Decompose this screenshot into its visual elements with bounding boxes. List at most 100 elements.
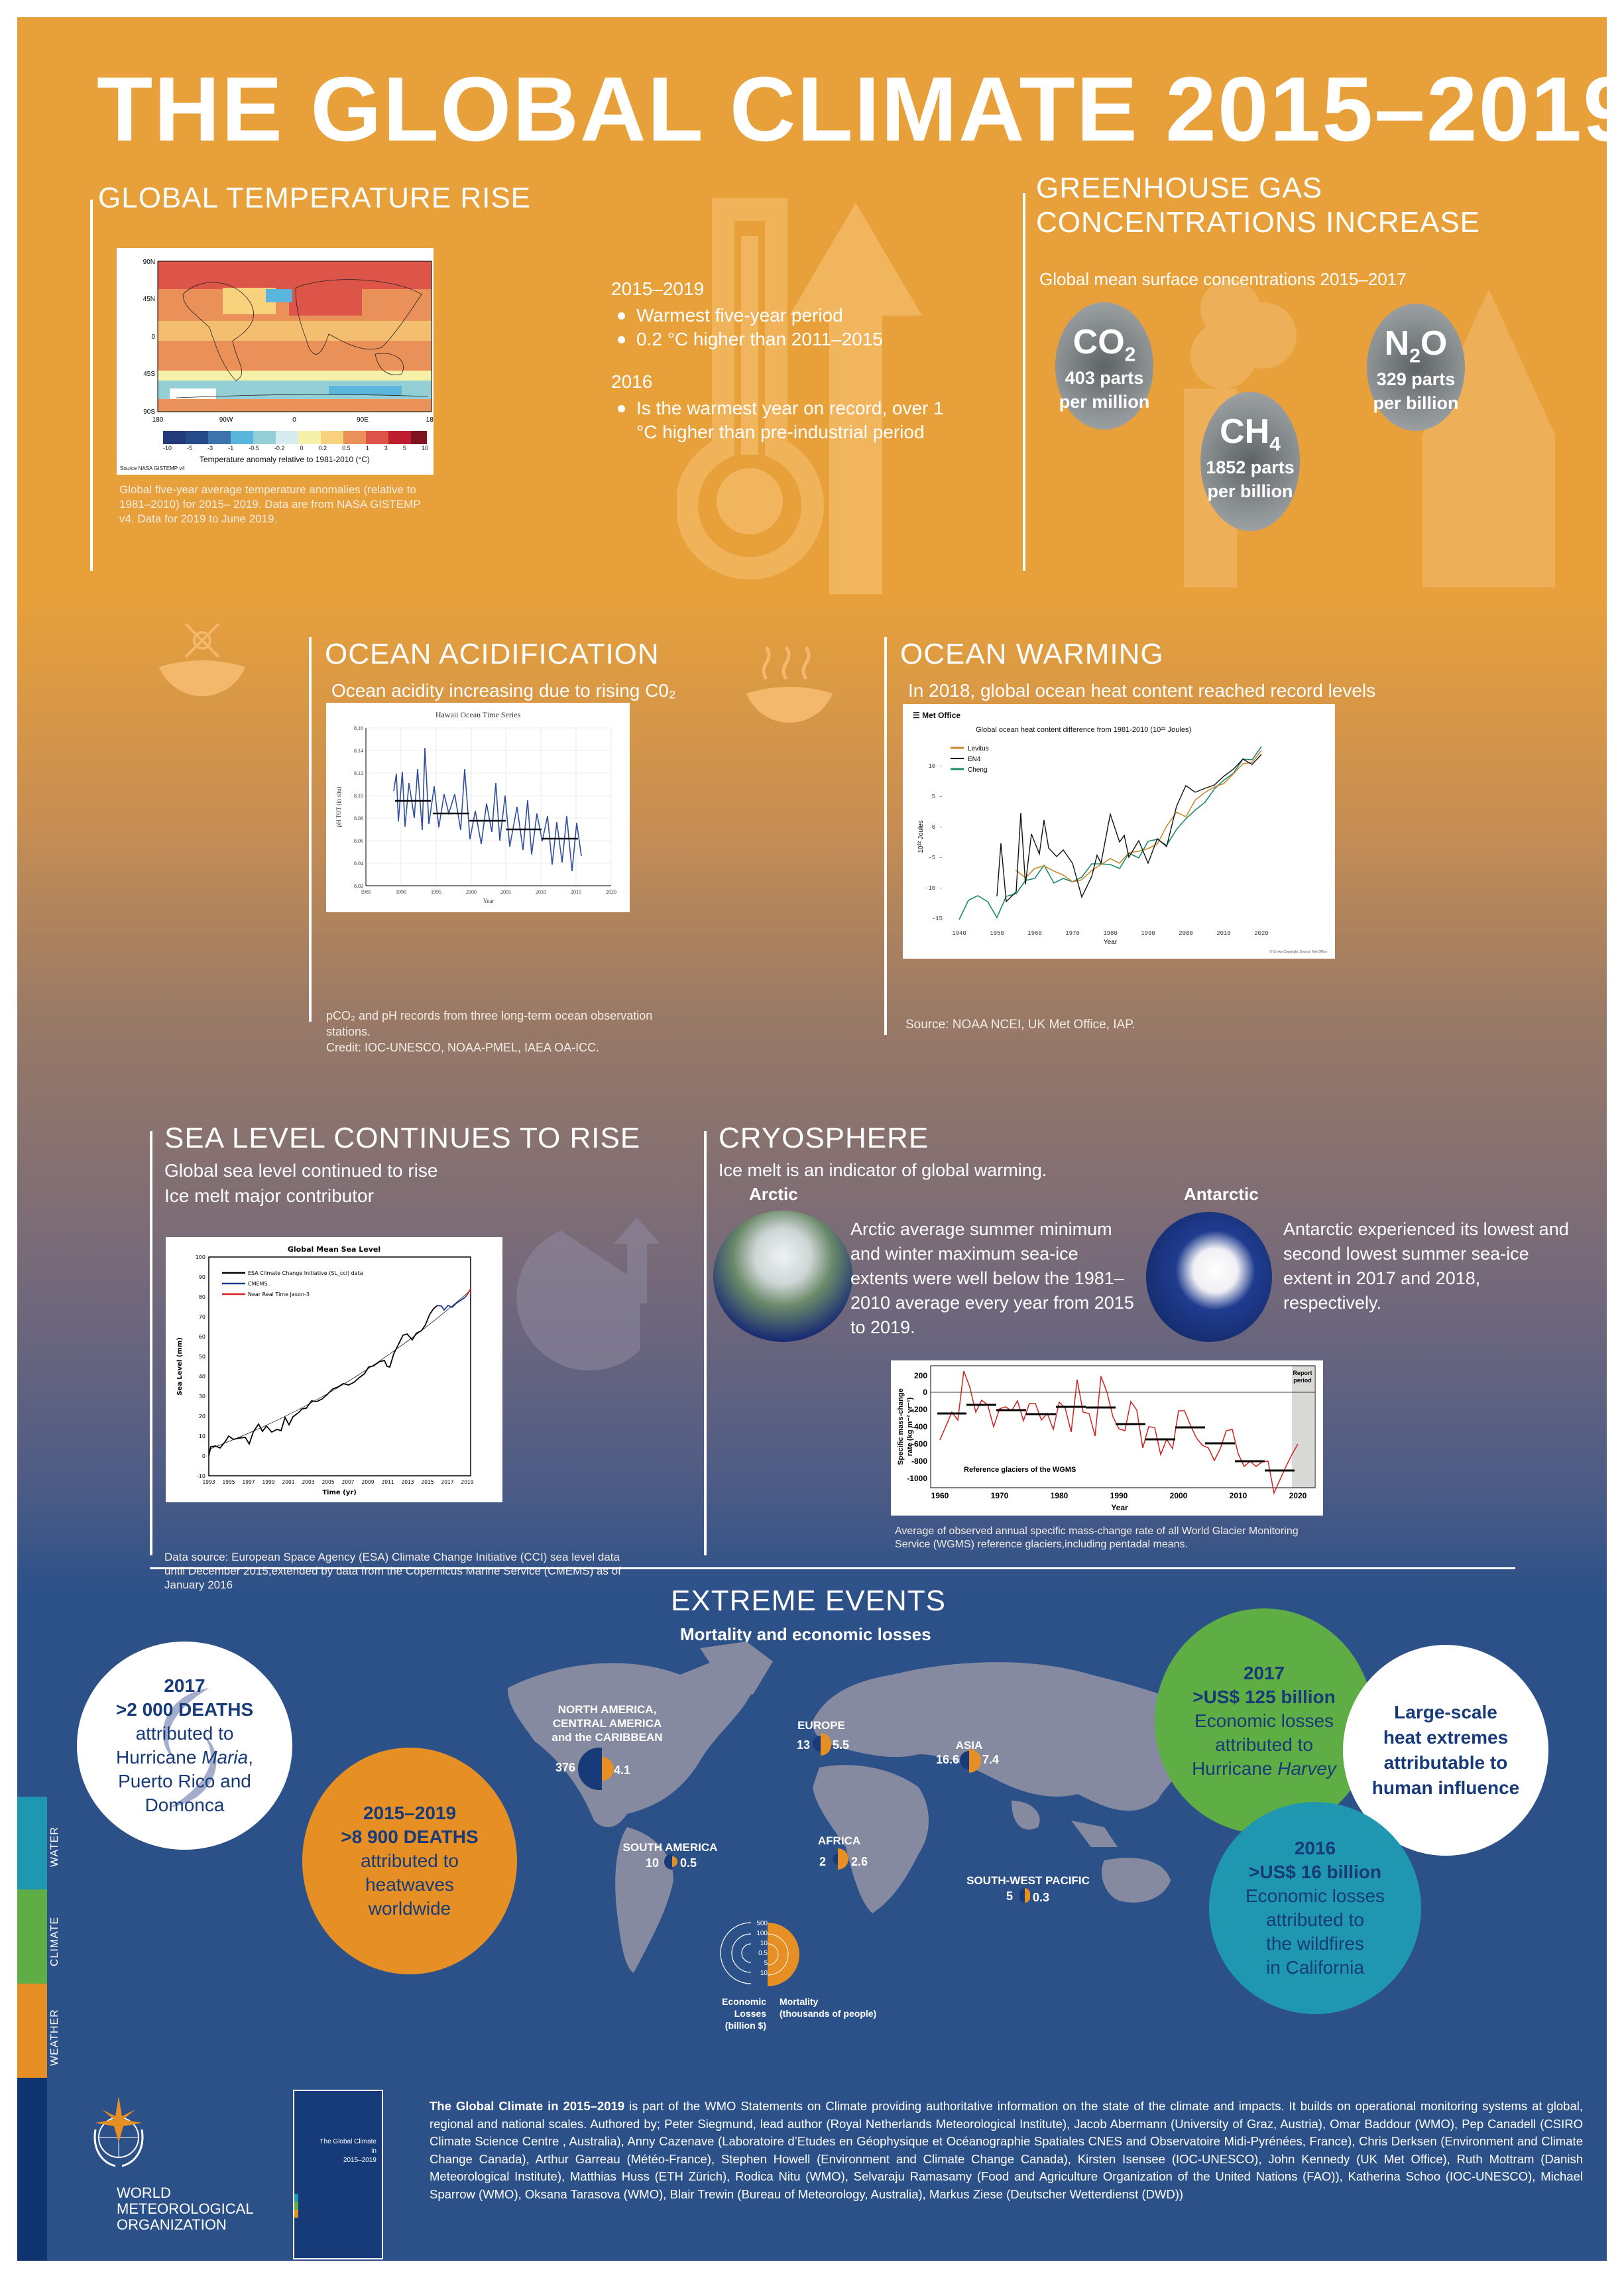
losses-half-circle <box>664 1854 672 1870</box>
svg-text:8.06: 8.06 <box>354 838 363 844</box>
svg-text:1997: 1997 <box>242 1479 255 1485</box>
color-scale-bar <box>163 431 427 444</box>
svg-text:1990: 1990 <box>1110 1491 1128 1500</box>
legend-rings <box>720 1922 799 1986</box>
svg-text:Time (yr): Time (yr) <box>322 1489 357 1496</box>
svg-text:1990: 1990 <box>1141 930 1155 937</box>
svg-text:Year: Year <box>483 898 494 904</box>
temperature-facts: 2015–2019 Warmest five-year period 0.2 °… <box>611 278 969 444</box>
sidebar-tab-weather <box>17 1984 47 2078</box>
thermometer-arrow-icon <box>677 198 922 594</box>
sidebar-label-climate: CLIMATE <box>49 1916 60 1966</box>
svg-text:90E: 90E <box>357 416 369 424</box>
svg-text:1940: 1940 <box>952 930 966 937</box>
maria-deaths-bubble: 2017 >2 000 DEATHS attributed to Hurrica… <box>77 1642 292 1850</box>
antarctic-label: Antarctic <box>1184 1184 1259 1204</box>
svg-text:-800: -800 <box>911 1457 927 1466</box>
glacier-caption: Average of observed annual specific mass… <box>895 1526 1299 1550</box>
human-influence-bubble: Large-scale heat extremes attributable t… <box>1343 1645 1548 1856</box>
wmo-name: WORLD METEOROLOGICAL ORGANIZATION <box>117 2185 254 2233</box>
losses-half-circle <box>813 1736 821 1752</box>
svg-text:2017: 2017 <box>441 1479 453 1485</box>
mortality-value: 4.1 <box>614 1764 631 1777</box>
svg-text:-5 -: -5 - <box>928 855 943 861</box>
acidification-heading: OCEAN ACIDIFICATION <box>325 638 660 670</box>
svg-text:2009: 2009 <box>361 1479 374 1485</box>
svg-text:2010: 2010 <box>1216 930 1231 937</box>
svg-text:Report: Report <box>1293 1370 1312 1376</box>
svg-text:Reference glaciers of the WGMS: Reference glaciers of the WGMS <box>964 1466 1076 1474</box>
legend-mortality-label: Mortality (thousands of people) <box>780 1996 877 2019</box>
losses-value: 16.6 <box>936 1753 960 1766</box>
svg-text:1960: 1960 <box>931 1491 949 1500</box>
svg-text:5 -: 5 - <box>932 794 943 800</box>
losses-value: 13 <box>797 1738 811 1752</box>
svg-text:-600: -600 <box>911 1439 927 1449</box>
svg-text:2001: 2001 <box>282 1479 294 1485</box>
heatwave-deaths-bubble: 2015–2019 >8 900 DEATHS attributed to he… <box>302 1748 517 1974</box>
svg-text:2000: 2000 <box>1179 930 1193 937</box>
ocean-heat-line-chart: Global ocean heat content difference fro… <box>917 726 1327 954</box>
svg-text:1980: 1980 <box>1051 1491 1069 1500</box>
svg-text:pH TOT (in situ): pH TOT (in situ) <box>335 787 342 827</box>
arctic-globe-image <box>713 1211 852 1342</box>
svg-text:Global Mean Sea Level: Global Mean Sea Level <box>288 1245 380 1254</box>
warming-caption: Source: NOAA NCEI, UK Met Office, IAP. <box>905 1018 1135 1032</box>
mortality-half-circle <box>821 1733 831 1756</box>
fact-item: 0.2 °C higher than 2011–2015 <box>611 328 969 351</box>
svg-text:40: 40 <box>199 1374 205 1380</box>
svg-text:period: period <box>1293 1377 1312 1384</box>
svg-text:2007: 2007 <box>341 1479 354 1485</box>
svg-text:8.16: 8.16 <box>354 725 363 731</box>
svg-text:10 -: 10 - <box>928 763 943 770</box>
ph-chart: Hawaii Ocean Time Series 8.02 8.04 8.06 8.0… <box>326 703 630 912</box>
mortality-value: 0.5 <box>680 1856 697 1870</box>
svg-text:-10 -: -10 - <box>925 885 943 892</box>
svg-text:-15: -15 <box>932 916 943 922</box>
svg-text:8.10: 8.10 <box>354 793 363 799</box>
svg-text:0: 0 <box>151 333 155 341</box>
sealevel-subtitle-1: Global sea level continued to rise <box>164 1160 438 1181</box>
svg-text:2005: 2005 <box>321 1479 334 1485</box>
svg-text:1985: 1985 <box>361 889 371 895</box>
svg-text:1970: 1970 <box>1065 930 1080 937</box>
sealevel-heading: SEA LEVEL CONTINUES TO RISE <box>164 1122 641 1154</box>
fact-year: 2015–2019 <box>611 278 705 299</box>
svg-text:0: 0 <box>202 1453 205 1459</box>
ocean-heat-chart: ☰ Met Office Global ocean heat content d… <box>903 704 1335 959</box>
acidification-caption: pCO₂ and pH records from three long-term… <box>326 1009 653 1054</box>
losses-half-circle <box>960 1751 969 1769</box>
svg-text:ESA Climate Change Initiative: ESA Climate Change Initiative (SL_cci) d… <box>248 1270 363 1276</box>
section-divider <box>90 200 93 571</box>
section-divider <box>704 1131 707 1555</box>
svg-text:-200: -200 <box>911 1405 927 1414</box>
cryosphere-heading: CRYOSPHERE <box>719 1122 929 1154</box>
report-cover-thumbnail[interactable]: The Global Climate in 2015–2019 <box>293 2090 383 2259</box>
region-label-south-west-pacific: SOUTH-WEST PACIFIC <box>966 1874 1090 1887</box>
svg-text:CMEMS: CMEMS <box>248 1281 268 1287</box>
mortality-value: 2.6 <box>851 1855 868 1868</box>
harvey-losses-bubble: 2017 >US$ 125 billion Economic losses at… <box>1155 1608 1373 1834</box>
world-map <box>508 1642 1224 1973</box>
svg-text:1960: 1960 <box>1027 930 1042 937</box>
section-divider <box>309 637 312 1022</box>
ph-line-chart: Hawaii Ocean Time Series 8.02 8.04 8.06 8.0… <box>335 710 616 904</box>
svg-text:2000: 2000 <box>466 889 477 895</box>
temperature-caption: Global five-year average temperature ano… <box>119 483 421 525</box>
antarctic-globe-image <box>1146 1212 1272 1342</box>
svg-text:2003: 2003 <box>302 1479 314 1485</box>
glacier-mass-chart: Report period 200 0 -200 -400 -600 -800 -1000 … <box>891 1360 1323 1516</box>
svg-text:2010: 2010 <box>1230 1491 1247 1500</box>
sealevel-subtitle-2: Ice melt major contributor <box>164 1185 374 1206</box>
svg-text:1950: 1950 <box>990 930 1004 937</box>
acidification-subtitle: Ocean acidity increasing due to rising C… <box>331 680 676 701</box>
svg-text:50: 50 <box>199 1354 205 1360</box>
extreme-heading: EXTREME EVENTS <box>671 1585 946 1617</box>
legend-losses-label: Economic Losses (billion $) <box>722 1996 766 2031</box>
temperature-anomaly-map: 90N 45N 0 45S 90S 180 90W 0 90E 18 <box>117 248 434 475</box>
svg-text:Near Real Time Jason-3: Near Real Time Jason-3 <box>248 1291 310 1297</box>
svg-text:8.02: 8.02 <box>354 883 363 889</box>
losses-value: 5 <box>1006 1889 1014 1903</box>
section-divider <box>1023 193 1025 571</box>
svg-text:0 -: 0 - <box>932 824 943 831</box>
